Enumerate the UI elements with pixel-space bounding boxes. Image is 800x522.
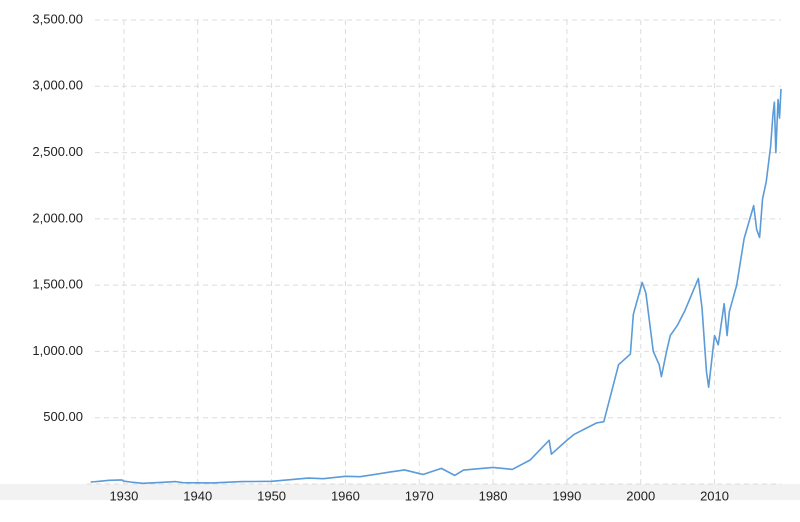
y-tick-label: 2,000.00 (32, 210, 83, 225)
y-tick-label: 500.00 (43, 409, 83, 424)
y-tick-label: 1,500.00 (32, 277, 83, 292)
x-tick-label: 1970 (405, 488, 434, 503)
x-tick-label: 1960 (331, 488, 360, 503)
x-tick-label: 1950 (257, 488, 286, 503)
series-line (90, 88, 782, 485)
y-tick-label: 2,500.00 (32, 144, 83, 159)
y-tick-label: 3,500.00 (32, 11, 83, 26)
y-tick-label: 3,000.00 (32, 78, 83, 93)
x-tick-label: 1940 (183, 488, 212, 503)
x-tick-label: 2010 (700, 488, 729, 503)
x-axis-band (0, 484, 800, 500)
y-tick-label: 1,000.00 (32, 343, 83, 358)
x-tick-label: 1980 (479, 488, 508, 503)
x-tick-label: 1990 (552, 488, 581, 503)
x-tick-label: 1930 (109, 488, 138, 503)
x-tick-label: 2000 (626, 488, 655, 503)
